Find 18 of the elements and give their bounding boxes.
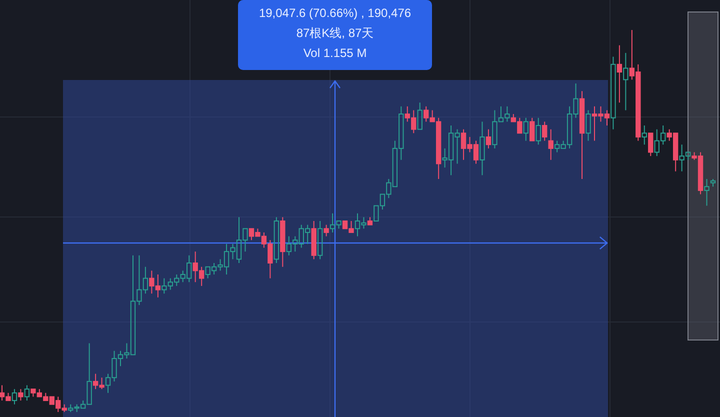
candlestick xyxy=(486,128,492,149)
candlestick xyxy=(280,216,286,268)
candlestick xyxy=(548,128,554,160)
candlestick xyxy=(542,121,548,142)
candlestick xyxy=(616,44,622,104)
candlestick xyxy=(623,52,628,111)
text: 19,047.6 (70.66%) , 190,476 xyxy=(258,6,412,20)
candlestick xyxy=(642,125,647,146)
candlestick xyxy=(579,90,585,180)
candlestick xyxy=(586,110,591,142)
candlestick xyxy=(12,388,18,405)
annotation: Vol 1.155 M xyxy=(303,46,367,60)
candlestick xyxy=(610,56,616,130)
candlestick xyxy=(704,178,710,206)
candlestick xyxy=(18,388,24,402)
candlestick xyxy=(274,216,280,264)
annotation: 87根K线, 87天 xyxy=(296,26,374,40)
candlestick xyxy=(480,121,485,176)
